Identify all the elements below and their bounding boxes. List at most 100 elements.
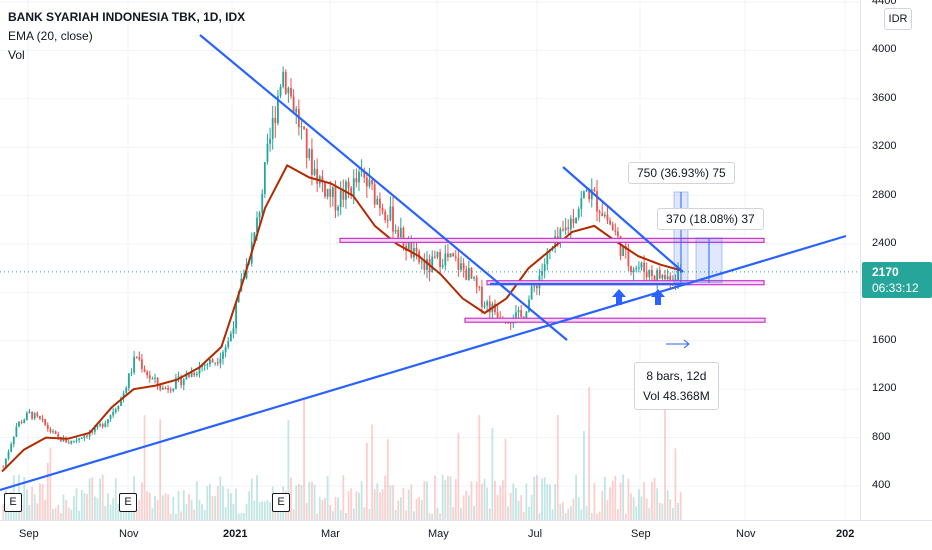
volume-bar — [512, 483, 515, 520]
price-tick-label: 1200 — [872, 382, 897, 395]
volume-bar — [664, 408, 666, 520]
volume-bar — [428, 513, 431, 520]
candle-body — [569, 218, 572, 230]
candle-body — [25, 412, 28, 420]
support-resistance-zone — [339, 237, 765, 243]
candle-body — [373, 184, 376, 205]
candle-body — [235, 301, 237, 329]
candle-body — [520, 310, 523, 317]
time-tick-label: Mar — [321, 528, 340, 540]
earnings-marker-2[interactable]: E — [119, 493, 137, 512]
volume-bar — [447, 475, 449, 520]
symbol-title[interactable]: BANK SYARIAH INDONESIA TBK, 1D, IDX — [8, 10, 246, 24]
candle-body — [653, 275, 656, 281]
up-arrow-icon — [651, 289, 665, 305]
candle-body — [577, 209, 580, 218]
volume-bar — [436, 507, 439, 520]
candle-body — [376, 198, 379, 205]
volume-bar — [530, 494, 533, 520]
volume-bar — [70, 509, 73, 520]
volume-bar — [188, 494, 190, 520]
candle-body — [410, 242, 413, 258]
candle-body — [5, 458, 7, 467]
candle-body — [114, 409, 117, 412]
volume-bar — [509, 492, 512, 520]
candle-body — [441, 265, 444, 267]
volume-bar — [439, 513, 441, 520]
trendline — [0, 234, 847, 492]
currency-button[interactable]: IDR — [884, 8, 912, 30]
candle-body — [49, 428, 52, 432]
volume-bar — [274, 509, 277, 520]
candle-body — [352, 178, 355, 196]
volume-bar — [679, 492, 682, 520]
volume-bar — [481, 483, 483, 520]
volume-bar — [222, 486, 224, 520]
volume-bar — [648, 507, 651, 520]
volume-bar — [551, 509, 554, 520]
volume-bar — [569, 506, 572, 520]
volume-bar — [643, 481, 645, 520]
candle-body — [611, 224, 614, 231]
candle-body — [431, 256, 434, 273]
candle-body — [598, 211, 601, 214]
volume-bar — [496, 494, 499, 520]
vol-legend[interactable]: Vol — [8, 48, 25, 62]
candle-body — [447, 253, 449, 258]
candle-body — [311, 149, 313, 175]
volume-bar — [499, 485, 502, 520]
earnings-marker-3[interactable]: E — [272, 493, 290, 512]
candle-body — [619, 236, 622, 256]
volume-bar — [601, 490, 604, 520]
candle-body — [509, 322, 512, 324]
volume-bar — [258, 502, 261, 520]
candle-body — [326, 188, 329, 197]
candle-body — [515, 312, 517, 322]
earnings-marker-1[interactable]: E — [4, 493, 22, 512]
candle-body — [439, 252, 441, 267]
volume-bar — [389, 485, 392, 520]
volume-bar — [141, 482, 143, 520]
candle-body — [436, 252, 439, 258]
volume-bar — [546, 484, 549, 520]
volume-bar — [541, 478, 543, 520]
candle-body — [677, 269, 679, 282]
volume-bar — [337, 497, 339, 520]
volume-bar — [109, 504, 112, 520]
volume-bar — [535, 475, 538, 520]
candle-body — [334, 187, 337, 211]
candle-body — [454, 256, 457, 259]
candle-body — [308, 149, 311, 158]
price-tick-label: 800 — [872, 430, 891, 443]
up-arrow-markers — [612, 289, 665, 305]
time-tick-label: May — [428, 528, 449, 540]
candle-body — [379, 198, 381, 209]
ema-legend[interactable]: EMA (20, close) — [8, 29, 93, 43]
volume-bar — [590, 512, 593, 520]
time-axis-separator — [0, 520, 932, 521]
volume-bar — [146, 491, 149, 520]
candle-body — [583, 191, 585, 198]
candle-body — [180, 376, 183, 386]
volume-bar — [297, 483, 300, 520]
candle-body — [643, 262, 645, 272]
candle-body — [632, 269, 635, 272]
price-tick-label: 4400 — [872, 0, 897, 7]
candle-body — [258, 212, 261, 218]
volume-bar — [504, 438, 507, 520]
candle-body — [669, 276, 672, 284]
candle-body — [525, 311, 528, 319]
candle-body — [156, 377, 159, 386]
volume-bar — [46, 462, 49, 520]
volume-bar — [488, 508, 491, 520]
volume-bar — [54, 507, 57, 520]
candle-body — [279, 86, 282, 96]
candle-body — [146, 371, 149, 376]
candle-body — [219, 358, 222, 364]
volume-bar — [381, 489, 384, 520]
candle-body — [384, 211, 387, 220]
volume-bar — [237, 513, 240, 520]
volume-bar — [169, 513, 172, 520]
volume-bar — [263, 501, 266, 520]
